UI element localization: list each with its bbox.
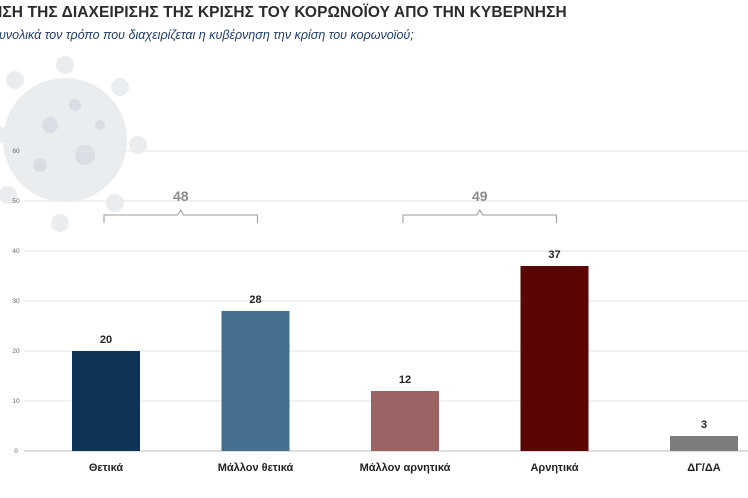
category-label: Μάλλον αρνητικά (360, 462, 451, 474)
bar (670, 436, 738, 451)
y-tick-label: 20 (12, 348, 20, 355)
y-tick-label: 30 (12, 298, 20, 305)
bar (520, 266, 589, 451)
y-tick-label: 40 (12, 248, 20, 255)
y-tick-label: 60 (12, 148, 20, 155)
chart-title: ΙΣΗ ΤΗΣ ΔΙΑΧΕΙΡΙΣΗΣ ΤΗΣ ΚΡΙΣΗΣ ΤΟΥ ΚΟΡΩΝ… (0, 4, 567, 21)
y-axis-ticks: 0 10 20 30 40 50 60 (12, 148, 20, 455)
virus-background-icon (0, 56, 147, 232)
group-bracket (103, 209, 258, 223)
category-label: ΔΓ/ΔΑ (687, 462, 720, 474)
y-tick-label: 50 (12, 198, 20, 205)
bars (72, 266, 738, 451)
group-bracket (402, 209, 557, 223)
bar-value-label: 20 (100, 334, 112, 346)
group-total-label: 49 (472, 188, 488, 204)
y-tick-label: 10 (12, 398, 20, 405)
group-total-label: 48 (173, 188, 189, 204)
group-brackets: 48 49 (103, 188, 557, 223)
category-label: Αρνητικά (530, 462, 578, 474)
bar-value-label: 28 (249, 294, 261, 306)
category-label: Θετικά (89, 462, 124, 474)
category-labels: 20 Θετικά 28 Μάλλον θετικά 12 Μάλλον αρνητικά… (89, 249, 721, 474)
category-label: Μάλλον θετικά (218, 462, 294, 474)
chart-subtitle: υνολικά τον τρόπο που διαχειρίζεται η κυ… (0, 28, 414, 42)
bar (371, 391, 439, 451)
bar-value-label: 37 (548, 249, 560, 261)
bar (221, 311, 290, 451)
bar-value-label: 12 (399, 374, 411, 386)
bar (72, 351, 140, 451)
y-tick-label: 0 (14, 448, 18, 455)
bar-value-label: 3 (701, 419, 707, 431)
